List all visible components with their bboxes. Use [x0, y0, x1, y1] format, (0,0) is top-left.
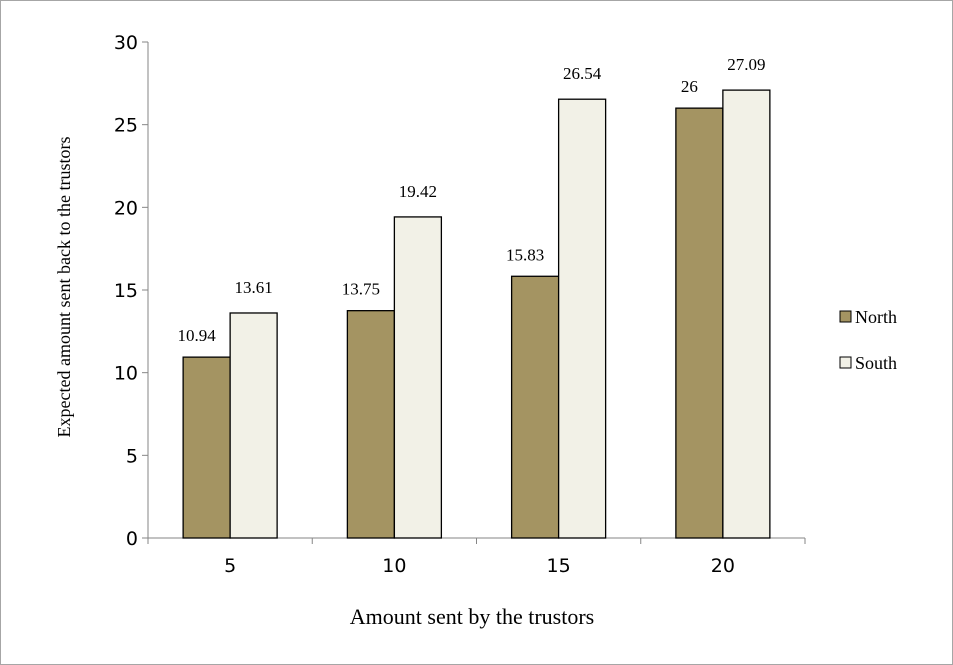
data-label-south-10: 19.42 — [399, 182, 437, 201]
y-tick-label: 25 — [114, 115, 138, 137]
bar-north-10 — [346, 310, 396, 539]
y-axis: 0 5 10 15 20 25 30 — [114, 32, 149, 550]
y-tick-label: 15 — [114, 280, 138, 302]
legend-swatch-south — [839, 356, 852, 369]
x-tick-label: 5 — [224, 555, 236, 577]
data-label-south-15: 26.54 — [563, 64, 602, 83]
x-tick-label: 20 — [711, 555, 735, 577]
data-label-north-15: 15.83 — [506, 245, 544, 264]
bar-north-20 — [675, 107, 724, 539]
x-tick-label: 10 — [382, 555, 406, 577]
data-label-south-5: 13.61 — [235, 278, 273, 297]
y-tick-label: 10 — [114, 363, 138, 385]
bar-north-15 — [510, 275, 560, 539]
legend-label-south: South — [855, 353, 897, 373]
bar-south-5 — [229, 312, 278, 539]
data-label-north-5: 10.94 — [178, 326, 217, 345]
legend-label-north: North — [855, 307, 897, 327]
bar-south-15 — [557, 98, 607, 539]
bar-south-10 — [393, 216, 443, 539]
x-axis: 5 10 15 20 — [147, 537, 806, 577]
x-axis-title: Amount sent by the trustors — [350, 604, 594, 629]
bars — [182, 89, 771, 539]
y-tick-label: 30 — [114, 32, 138, 54]
y-tick-label: 0 — [126, 528, 138, 550]
y-tick-label: 20 — [114, 197, 138, 219]
data-label-south-20: 27.09 — [727, 55, 765, 74]
bar-south-20 — [722, 89, 771, 539]
x-tick-label: 15 — [547, 555, 571, 577]
y-axis-title: Expected amount sent back to the trustor… — [54, 137, 74, 438]
y-tick-label: 5 — [126, 445, 138, 467]
data-label-north-20: 26 — [681, 77, 698, 96]
bar-north-5 — [182, 356, 231, 539]
data-label-north-10: 13.75 — [342, 280, 380, 299]
legend-swatch-north — [839, 310, 852, 323]
data-labels: 10.94 13.61 13.75 19.42 15.83 26.54 26 27.09 — [178, 55, 766, 345]
legend: North South — [839, 307, 897, 373]
